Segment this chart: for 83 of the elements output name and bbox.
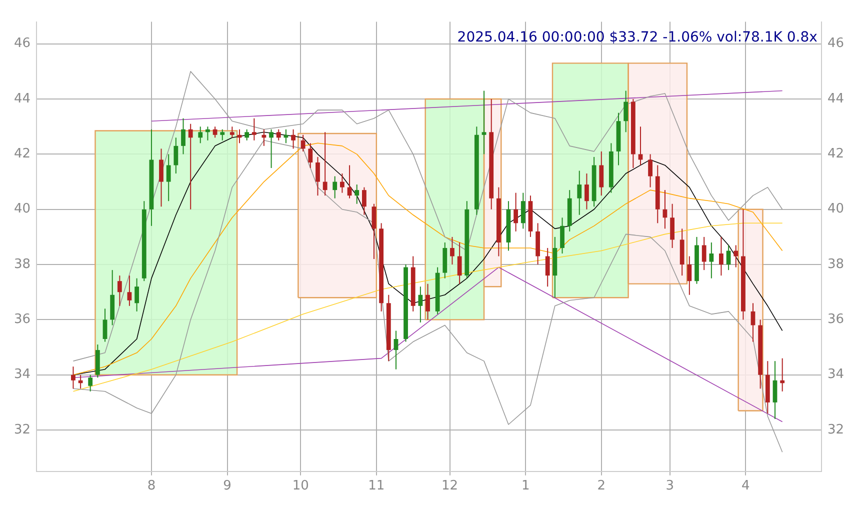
candlestick [560, 217, 564, 254]
candlestick [450, 236, 454, 266]
y2-tick-label: 38 [827, 256, 844, 272]
candlestick [181, 118, 186, 155]
candlestick [394, 330, 398, 370]
candlestick [322, 132, 328, 196]
candlestick [174, 137, 178, 174]
x-tick-label: 1 [521, 478, 530, 494]
y2-tick-label: 44 [827, 91, 844, 106]
candlestick [212, 126, 218, 138]
x-tick-label: 3 [666, 478, 674, 494]
candlestick [719, 236, 724, 276]
candlestick [362, 186, 366, 216]
y-tick-label: 40 [14, 202, 31, 217]
candlestick [520, 192, 526, 230]
candlestick [772, 360, 778, 420]
candlestick [584, 173, 589, 210]
candlestick [291, 128, 296, 150]
candlestick [88, 374, 93, 392]
candlestick [300, 134, 306, 152]
candlestick [71, 366, 76, 390]
candlestick [780, 358, 785, 392]
y2-tick-label: 34 [827, 367, 844, 382]
candlestick [262, 128, 266, 146]
y-tick-label: 42 [14, 146, 31, 162]
candlestick [426, 283, 430, 320]
candlestick [188, 123, 193, 210]
y2-tick-label: 46 [827, 36, 844, 52]
candlestick [276, 128, 281, 141]
candlestick [482, 90, 486, 155]
candlestick [709, 242, 714, 279]
candlestick [624, 90, 628, 133]
candlestick [102, 308, 108, 342]
y-tick-label: 44 [14, 91, 31, 106]
candlestick [230, 126, 234, 138]
candlestick [134, 278, 139, 312]
candlestick [418, 286, 423, 323]
text: 2025.04.16 00:00:00 $33.72 -1.06% vol:78.1K 0.8x [457, 29, 818, 46]
candlestick [648, 154, 652, 188]
y2-tick-label: 42 [827, 146, 844, 162]
candlestick [206, 126, 210, 141]
y2-tick-label: 32 [827, 422, 844, 438]
candlestick [244, 128, 250, 141]
candlestick [726, 244, 731, 271]
y-tick-label: 36 [14, 312, 31, 328]
candlestick [308, 142, 313, 168]
y2-tick-label: 36 [827, 312, 844, 328]
candlestick [117, 275, 122, 306]
candlestick [159, 148, 164, 208]
candlestick [78, 374, 83, 390]
candlestick [220, 128, 225, 141]
y-tick-label: 34 [14, 367, 31, 382]
candlestick [687, 256, 692, 296]
candlestick [269, 128, 274, 168]
x-tick-label: 11 [368, 478, 385, 494]
x-tick-label: 4 [742, 478, 750, 494]
y2-tick-label: 40 [827, 202, 844, 217]
x-tick-label: 2 [597, 478, 606, 494]
x-tick-label: 12 [442, 478, 458, 494]
candlestick [734, 244, 738, 268]
y-tick-label: 32 [14, 422, 31, 438]
candlestick [702, 236, 706, 271]
candlestick [577, 170, 582, 216]
y-tick-label: 38 [14, 256, 31, 272]
candlestick [127, 275, 132, 306]
x-tick-label: 9 [223, 478, 232, 494]
x-tick-label: 8 [147, 478, 156, 494]
y-tick-label: 46 [14, 36, 31, 52]
candlestick [332, 176, 338, 199]
candlestick [599, 150, 604, 196]
candlestick [514, 192, 518, 232]
candlestick [457, 242, 462, 284]
candlestick [252, 118, 256, 141]
candlestick [372, 203, 376, 260]
candlestick [545, 247, 550, 288]
candlestick [166, 154, 171, 202]
candlestick [198, 126, 203, 144]
candlestick [670, 203, 674, 248]
candlestick [340, 173, 344, 194]
x-tick-label: 10 [292, 478, 309, 494]
candlestick [638, 126, 643, 166]
candlestick [316, 156, 320, 196]
candlestick [354, 184, 360, 204]
